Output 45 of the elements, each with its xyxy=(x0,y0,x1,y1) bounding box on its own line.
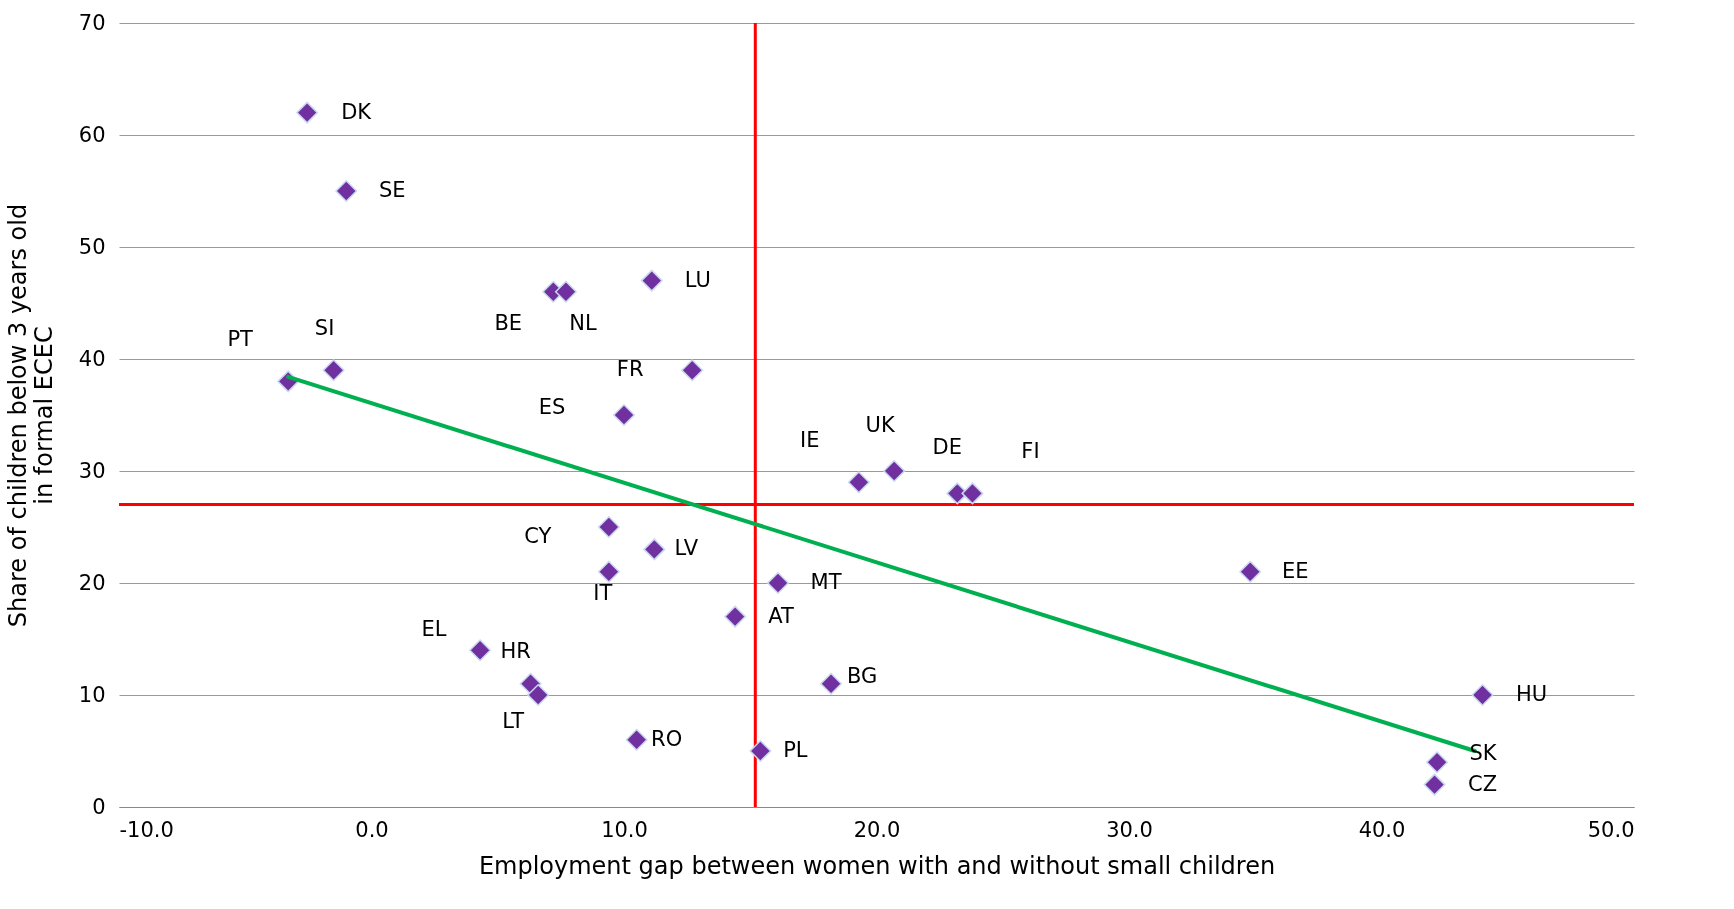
x-tick-label: -10.0 xyxy=(119,817,174,842)
annotation: SK xyxy=(1469,741,1498,766)
y-tick-label: 30 xyxy=(78,458,106,483)
annotation: DE xyxy=(932,435,963,460)
annotation: AT xyxy=(768,603,795,628)
annotation: EE xyxy=(1281,558,1309,583)
x-tick-label: 10.0 xyxy=(601,817,648,842)
annotation: RO xyxy=(651,726,683,751)
annotation: CZ xyxy=(1467,771,1498,796)
annotation: EL xyxy=(421,617,447,642)
x-axis-title: Employment gap between women with and without small children xyxy=(478,851,1276,880)
x-tick-label: 30.0 xyxy=(1106,817,1153,842)
y-tick-label: 60 xyxy=(78,122,106,147)
annotation: PL xyxy=(783,738,808,762)
y-tick-label: 50 xyxy=(78,234,106,259)
annotation: NL xyxy=(569,310,597,335)
x-tick-label: 20.0 xyxy=(853,817,901,842)
annotation: MT xyxy=(810,570,842,594)
y-tick-label: 70 xyxy=(78,10,106,35)
y-tick-label: 20 xyxy=(78,570,106,595)
annotation: BE xyxy=(494,310,523,335)
annotation: LV xyxy=(674,536,699,561)
y-tick-label: 0 xyxy=(92,794,106,819)
annotation: PT xyxy=(227,327,254,352)
annotation: BG xyxy=(846,663,878,688)
annotation: IE xyxy=(800,428,820,453)
annotation: HU xyxy=(1515,682,1548,706)
annotation: SE xyxy=(378,178,406,202)
x-tick-label: 0.0 xyxy=(355,817,389,842)
annotation: IT xyxy=(593,580,613,605)
annotation: LT xyxy=(502,709,525,733)
y-tick-label: 40 xyxy=(78,346,106,371)
annotation: LU xyxy=(684,267,711,292)
x-tick-label: 50.0 xyxy=(1587,817,1635,842)
annotation: ES xyxy=(538,395,566,419)
annotation: FI xyxy=(1021,439,1040,464)
annotation: CY xyxy=(524,524,552,548)
annotation: HR xyxy=(500,638,531,663)
annotation: FR xyxy=(616,357,644,382)
x-tick-label: 40.0 xyxy=(1358,817,1406,842)
annotation: SI xyxy=(314,316,335,341)
annotation: DK xyxy=(341,99,373,124)
y-axis-title: Share of children below 3 years old in formal ECEC xyxy=(3,203,58,628)
y-tick-label: 10 xyxy=(78,682,106,707)
annotation: UK xyxy=(865,413,896,437)
